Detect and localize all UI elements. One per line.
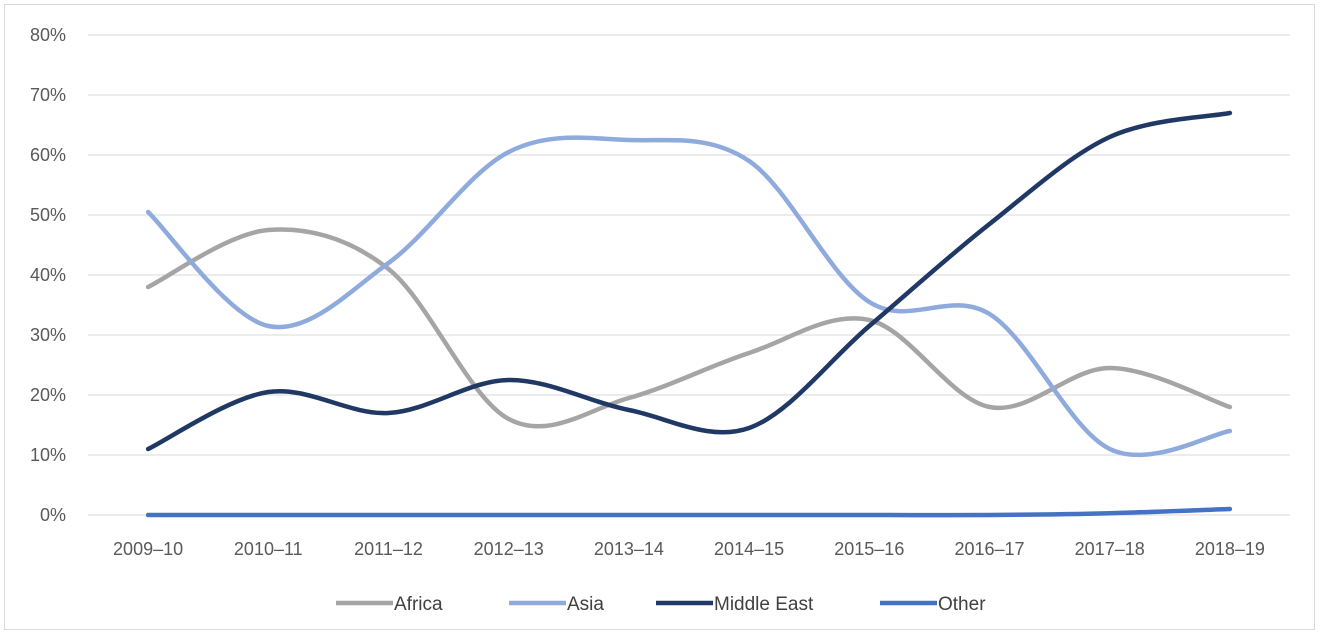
y-tick-label: 70% bbox=[30, 85, 66, 105]
y-tick-label: 80% bbox=[30, 25, 66, 45]
legend-label: Africa bbox=[394, 594, 443, 615]
y-tick-label: 10% bbox=[30, 445, 66, 465]
y-tick-label: 60% bbox=[30, 145, 66, 165]
legend: Africa Asia Middle East Other bbox=[336, 594, 986, 615]
x-axis-tick-labels: 2009–10 2010–11 2011–12 2012–13 2013–14 2014–… bbox=[113, 539, 1265, 559]
x-tick-label: 2016–17 bbox=[954, 539, 1024, 559]
series-line-other bbox=[148, 509, 1230, 515]
legend-label: Asia bbox=[567, 594, 604, 615]
y-tick-label: 50% bbox=[30, 205, 66, 225]
series-line-asia bbox=[148, 138, 1230, 455]
legend-label: Middle East bbox=[714, 594, 814, 615]
x-tick-label: 2011–12 bbox=[354, 539, 423, 559]
y-tick-label: 30% bbox=[30, 325, 66, 345]
y-axis-tick-labels: 0% 10% 20% 30% 40% 50% 60% 70% 80% bbox=[30, 25, 66, 525]
series-line-middle-east bbox=[148, 113, 1230, 449]
x-tick-label: 2009–10 bbox=[113, 539, 183, 559]
legend-item-other: Other bbox=[880, 594, 986, 615]
x-tick-label: 2018–19 bbox=[1195, 539, 1265, 559]
legend-item-asia: Asia bbox=[509, 594, 604, 615]
legend-item-africa: Africa bbox=[336, 594, 443, 615]
x-tick-label: 2012–13 bbox=[474, 539, 544, 559]
x-tick-label: 2014–15 bbox=[714, 539, 784, 559]
y-tick-label: 40% bbox=[30, 265, 66, 285]
gridlines bbox=[88, 35, 1290, 515]
legend-item-middle-east: Middle East bbox=[656, 594, 814, 615]
y-tick-label: 0% bbox=[40, 505, 66, 525]
x-tick-label: 2017–18 bbox=[1075, 539, 1145, 559]
legend-label: Other bbox=[938, 594, 986, 615]
y-tick-label: 20% bbox=[30, 385, 66, 405]
x-tick-label: 2010–11 bbox=[234, 539, 303, 559]
x-tick-label: 2013–14 bbox=[594, 539, 664, 559]
x-tick-label: 2015–16 bbox=[834, 539, 904, 559]
